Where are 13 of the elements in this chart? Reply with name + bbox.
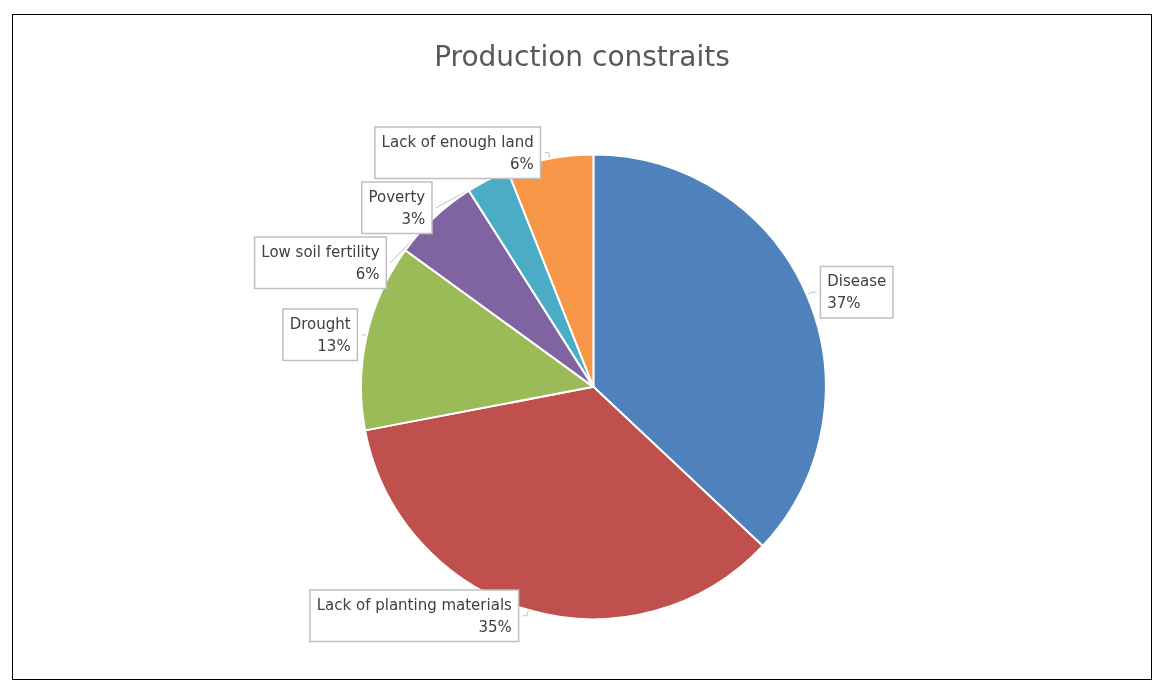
slice-label: Poverty [368,187,426,206]
slice-label: Lack of enough land [381,132,534,151]
data-label: 35% [478,617,512,636]
chart-title: Production constraits [434,39,730,73]
slice-label: Disease [827,272,887,291]
data-label: 3% [401,209,426,228]
data-label: 13% [317,336,351,355]
slice-label: Low soil fertility [261,242,380,261]
data-label: 6% [355,264,380,283]
data-label: 6% [509,154,534,173]
data-label: 37% [827,294,861,313]
slice-label: Lack of planting materials [316,595,513,614]
slice-label: Drought [289,314,351,333]
